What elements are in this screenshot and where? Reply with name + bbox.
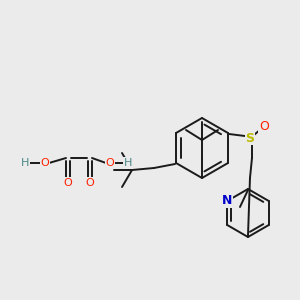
Text: H: H: [21, 158, 29, 168]
Text: O: O: [259, 119, 269, 133]
Text: H: H: [124, 158, 132, 168]
Text: O: O: [64, 178, 72, 188]
Text: N: N: [222, 194, 232, 208]
Text: O: O: [40, 158, 50, 168]
Text: O: O: [106, 158, 114, 168]
Text: O: O: [85, 178, 94, 188]
Text: S: S: [245, 131, 254, 145]
